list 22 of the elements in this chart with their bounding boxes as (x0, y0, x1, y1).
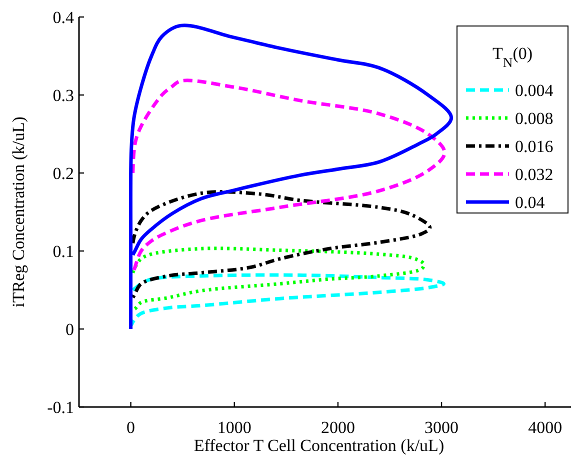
x-tick-label: 1000 (217, 418, 252, 437)
y-tick-label: 0 (66, 320, 74, 339)
line-series (130, 273, 446, 327)
x-tick-label: 4000 (528, 418, 562, 437)
legend-label: 0.04 (515, 192, 546, 212)
legend-label: 0.004 (515, 80, 554, 100)
y-tick-label: 0.3 (52, 86, 74, 105)
y-tick-label: 0.2 (52, 164, 74, 183)
y-axis-title: iTReg Concentration (k/uL) (9, 116, 28, 308)
line-series (128, 24, 454, 331)
x-tick-label: 0 (126, 418, 136, 437)
legend-label: 0.032 (515, 164, 554, 184)
x-axis-title: Effector T Cell Concentration (k/uL) (194, 436, 444, 455)
y-tick-label: 0.4 (52, 8, 74, 27)
line-series (131, 246, 426, 312)
legend-label: 0.008 (515, 108, 554, 128)
x-tick-label: 2000 (320, 418, 355, 437)
y-tick-label: 0.1 (52, 242, 74, 261)
x-tick-label: 3000 (424, 418, 459, 437)
legend-title: T$_{N}$(0) (492, 44, 533, 70)
y-tick-label: -0.1 (47, 398, 74, 417)
legend-label: 0.016 (515, 136, 554, 156)
